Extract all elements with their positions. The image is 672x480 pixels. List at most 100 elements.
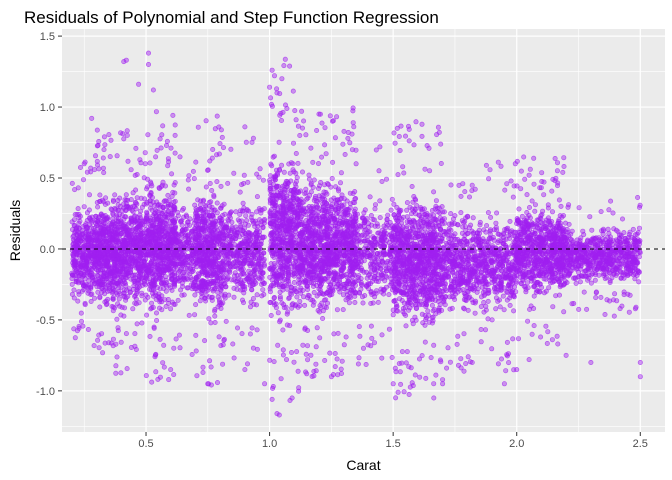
data-point <box>88 284 94 290</box>
data-point <box>241 300 247 306</box>
data-point <box>244 218 250 224</box>
data-point <box>226 292 232 298</box>
data-point <box>193 348 199 354</box>
data-point <box>177 154 183 160</box>
data-point <box>132 235 138 241</box>
data-point <box>157 136 163 142</box>
data-point <box>215 380 221 386</box>
data-point <box>234 286 240 292</box>
data-point <box>163 274 169 280</box>
data-point <box>95 337 101 343</box>
data-point <box>118 130 124 136</box>
data-point <box>208 260 214 266</box>
data-point <box>147 286 153 292</box>
data-point <box>103 238 109 244</box>
data-point <box>94 127 100 133</box>
data-point <box>200 278 206 284</box>
data-point <box>207 181 213 187</box>
data-point <box>217 215 223 221</box>
data-point <box>95 244 101 250</box>
data-point <box>316 309 322 315</box>
data-point <box>252 218 258 224</box>
data-point <box>228 146 234 152</box>
data-point <box>82 254 88 260</box>
data-point <box>338 215 344 221</box>
data-point <box>268 261 274 267</box>
data-point <box>116 269 122 275</box>
data-point <box>179 207 185 213</box>
data-point <box>170 272 176 278</box>
data-point <box>196 241 202 247</box>
data-point <box>164 243 170 249</box>
data-point <box>161 286 167 292</box>
data-point <box>100 155 106 161</box>
data-point <box>166 377 172 383</box>
data-point <box>97 295 103 301</box>
data-point <box>145 132 151 138</box>
data-point <box>280 215 286 221</box>
data-point <box>148 259 154 265</box>
data-point <box>97 192 103 198</box>
data-point <box>76 273 82 279</box>
data-point <box>94 231 100 237</box>
data-point <box>290 88 296 94</box>
data-point <box>175 209 181 215</box>
data-point <box>256 174 262 180</box>
data-point <box>103 224 109 230</box>
data-point <box>310 283 316 289</box>
data-point <box>171 282 177 288</box>
data-point <box>106 268 112 274</box>
data-point <box>85 252 91 258</box>
data-point <box>278 190 284 196</box>
data-point <box>336 188 342 194</box>
data-point <box>171 372 177 378</box>
data-point <box>295 368 301 374</box>
data-point <box>87 215 93 221</box>
data-point <box>142 161 148 167</box>
data-point <box>153 213 159 219</box>
data-point <box>254 292 260 298</box>
data-point <box>153 239 159 245</box>
data-point <box>172 198 178 204</box>
data-point <box>345 295 351 301</box>
data-point <box>272 226 278 232</box>
data-point <box>89 291 95 297</box>
data-point <box>346 300 352 306</box>
data-point <box>163 267 169 273</box>
data-point <box>168 145 174 151</box>
data-point <box>257 166 263 172</box>
data-point <box>153 277 159 283</box>
data-point <box>194 373 200 379</box>
data-point <box>132 244 138 250</box>
data-point <box>272 200 278 206</box>
data-point <box>273 248 279 254</box>
data-point <box>334 307 340 313</box>
data-point <box>97 237 103 243</box>
data-point <box>200 263 206 269</box>
data-point <box>193 231 199 237</box>
data-point <box>153 351 159 357</box>
data-point <box>209 188 215 194</box>
data-point <box>221 201 227 207</box>
data-point <box>172 122 178 128</box>
data-point <box>159 227 165 233</box>
data-point <box>69 291 75 297</box>
data-point <box>77 213 83 219</box>
data-point <box>278 376 284 382</box>
data-point <box>170 189 176 195</box>
data-point <box>347 190 353 196</box>
data-point <box>136 280 142 286</box>
data-point <box>102 201 108 207</box>
data-point <box>189 351 195 357</box>
data-point <box>305 292 311 298</box>
data-point <box>122 280 128 286</box>
data-point <box>155 376 161 382</box>
data-point <box>185 219 191 225</box>
data-point <box>115 197 121 203</box>
data-point <box>218 183 224 189</box>
data-point <box>75 298 81 304</box>
data-point <box>283 208 289 214</box>
data-point <box>270 383 276 389</box>
data-point <box>85 269 91 275</box>
data-point <box>195 124 201 130</box>
